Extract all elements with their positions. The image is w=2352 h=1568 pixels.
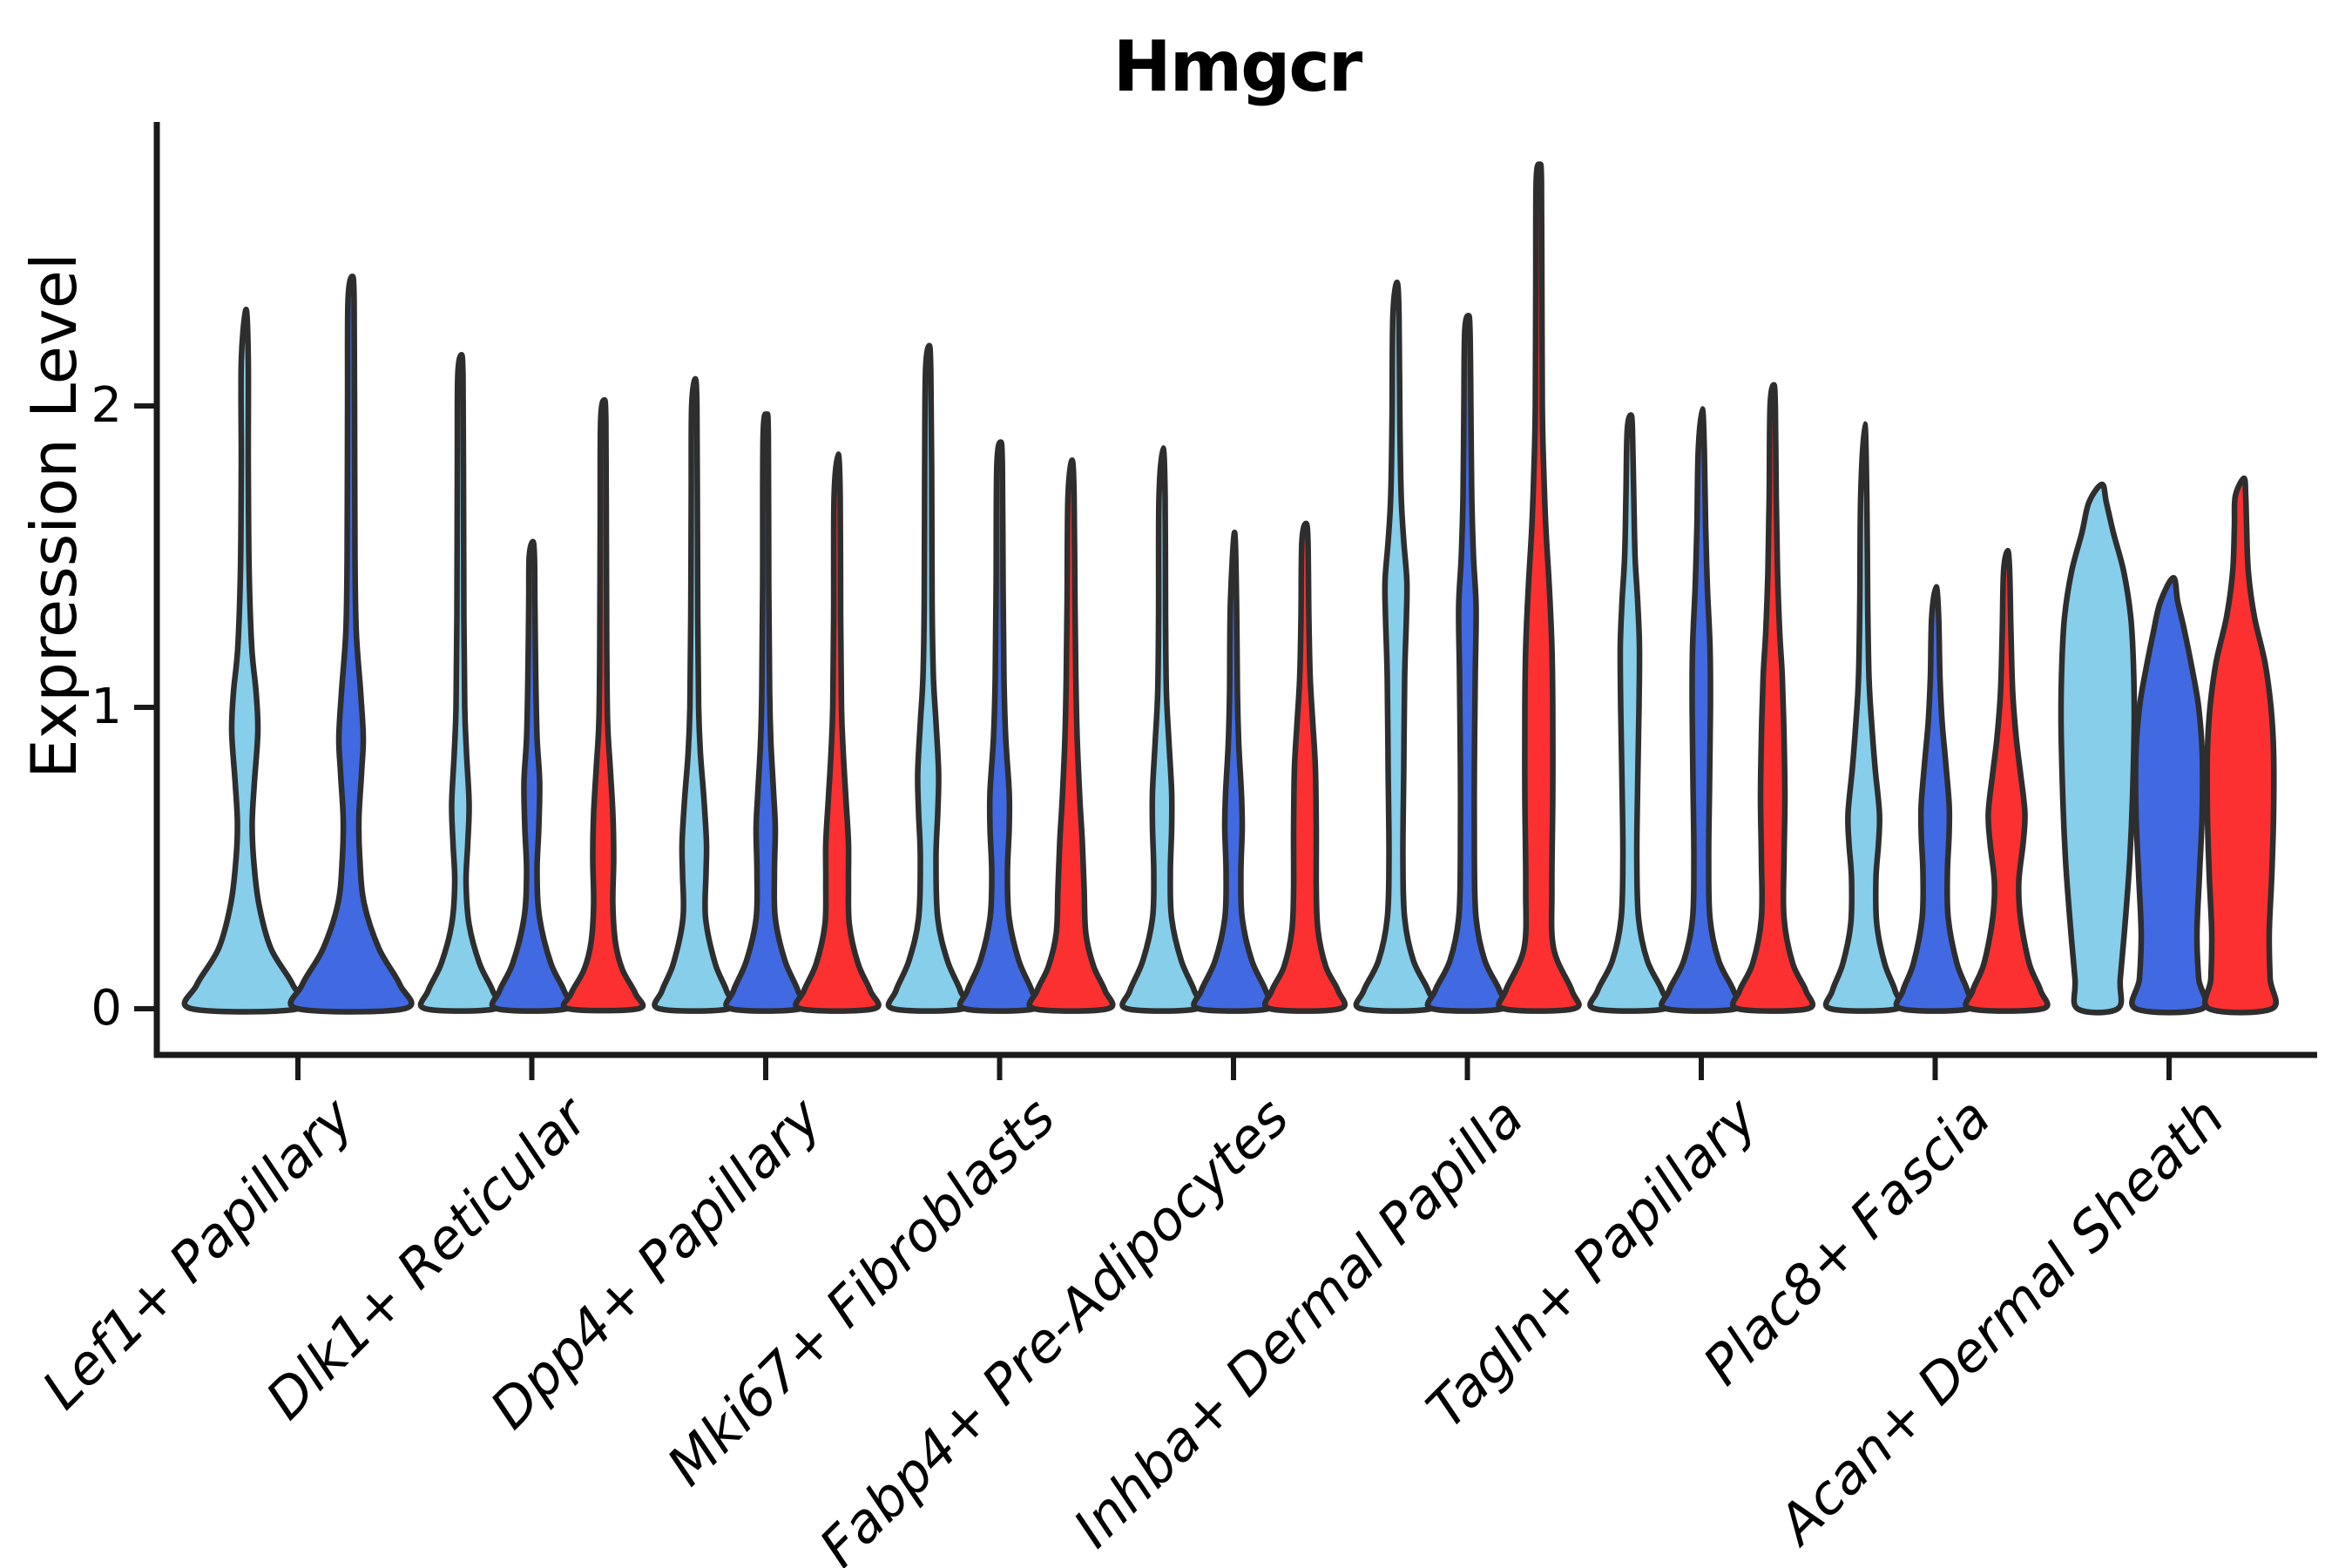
violin-dark_blue	[489, 538, 575, 1014]
violin-dark_blue	[723, 411, 808, 1014]
violin-light_blue	[417, 351, 504, 1014]
y-tick-label: 2	[91, 377, 122, 434]
violin-light_blue	[652, 375, 737, 1014]
violin-light_blue	[2058, 481, 2138, 1016]
violin-dark_blue	[956, 439, 1043, 1014]
chart-title: Hmgcr	[1112, 26, 1362, 107]
violin-dark_blue	[287, 273, 415, 1015]
violin-light_blue	[1587, 412, 1673, 1014]
violin-red	[1729, 382, 1816, 1014]
violin-light_blue	[885, 342, 971, 1014]
violin-light_blue	[1119, 445, 1205, 1014]
violin-red	[1261, 520, 1348, 1014]
violin-red	[1496, 161, 1582, 1014]
violin-red	[2202, 475, 2279, 1016]
violin-dark_blue	[1659, 406, 1744, 1014]
y-tick-label: 1	[91, 679, 122, 735]
violin-light_blue	[1822, 421, 1905, 1014]
violin-red	[793, 451, 882, 1014]
violin-dark_blue	[1191, 530, 1276, 1014]
y-tick-label: 0	[91, 980, 122, 1037]
violin-red	[1963, 547, 2051, 1014]
violin-dark_blue	[1893, 584, 1977, 1014]
violin-red	[1026, 457, 1116, 1014]
violin-red	[560, 396, 646, 1014]
violin-light_blue	[1353, 279, 1439, 1014]
violin-dark_blue	[1424, 312, 1511, 1014]
violin-dark_blue	[2129, 574, 2209, 1016]
violin-light_blue	[181, 307, 308, 1015]
